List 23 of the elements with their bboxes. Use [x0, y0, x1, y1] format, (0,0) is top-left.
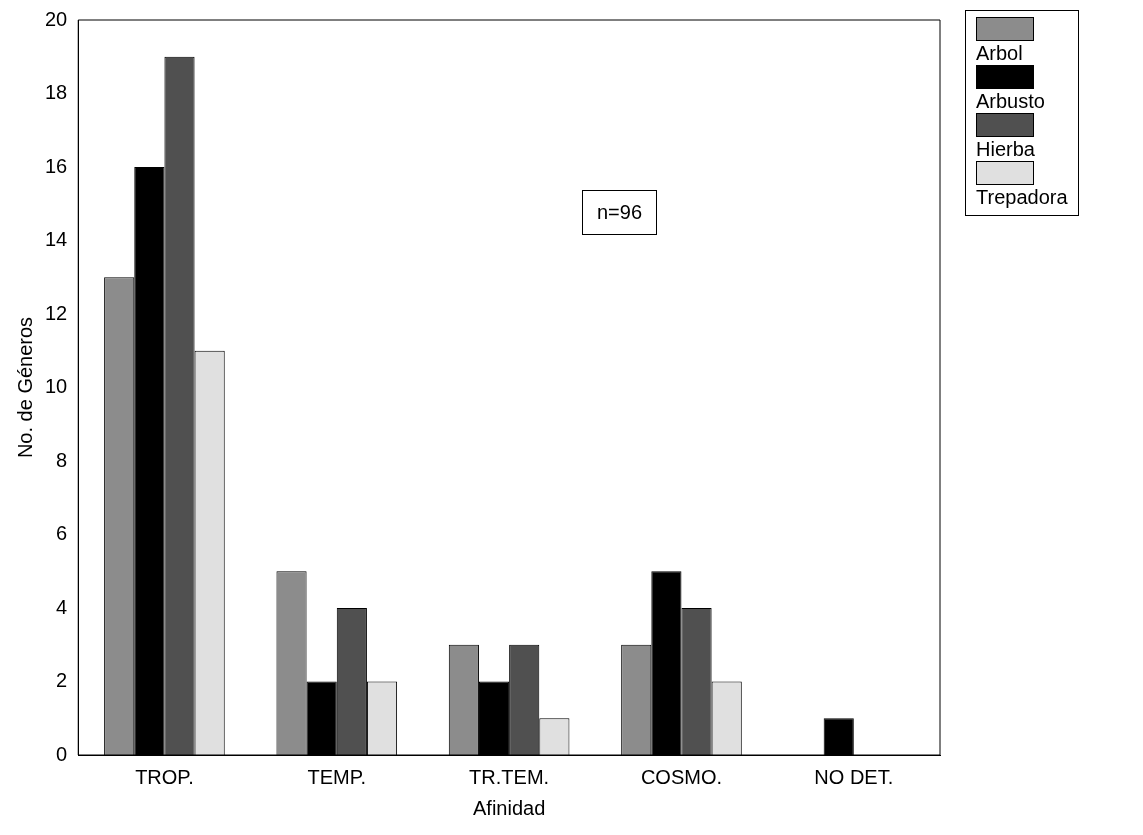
y-tick-label: 16	[45, 154, 68, 177]
x-axis-title: Afinidad	[472, 796, 546, 819]
y-tick-label: 10	[45, 375, 68, 398]
x-tick-label: COSMO.	[640, 765, 723, 788]
y-tick-label: 14	[45, 228, 68, 251]
legend-label: Trepadora	[976, 185, 1068, 209]
legend-label: Arbusto	[976, 89, 1046, 113]
y-tick-label: 4	[56, 595, 68, 618]
y-tick-label: 12	[45, 301, 68, 324]
y-tick-label: 6	[56, 522, 68, 545]
x-tick-label: TEMP.	[307, 765, 367, 788]
annotation: n=96	[582, 190, 658, 235]
legend-label: Arbol	[976, 41, 1024, 65]
y-axis-title: No. de Géneros	[13, 316, 36, 459]
x-tick-label: TROP.	[135, 765, 194, 788]
y-tick-label: 0	[56, 742, 68, 765]
x-tick-label: TR.TEM.	[469, 765, 550, 788]
y-tick-label: 8	[56, 448, 68, 471]
y-tick-label: 18	[45, 81, 68, 104]
x-tick-label: NO DET.	[814, 765, 894, 788]
legend-label: Hierba	[976, 137, 1036, 161]
y-tick-label: 2	[56, 669, 68, 692]
y-tick-label: 20	[45, 7, 68, 30]
